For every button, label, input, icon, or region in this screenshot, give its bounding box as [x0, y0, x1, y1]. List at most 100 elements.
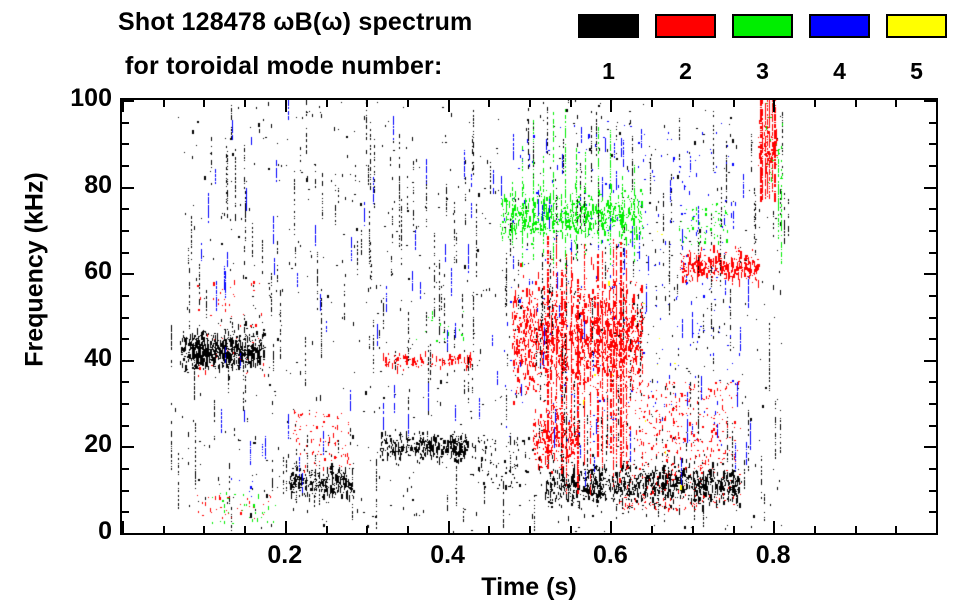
- axis-tick: [122, 187, 134, 189]
- axis-tick: [814, 100, 816, 107]
- axis-tick: [244, 100, 246, 107]
- axis-tick: [929, 122, 936, 124]
- axis-tick: [929, 317, 936, 319]
- axis-tick: [855, 526, 857, 533]
- axis-tick: [895, 526, 897, 533]
- axis-tick: [651, 526, 653, 533]
- y-tick-label-100: 100: [70, 84, 112, 112]
- axis-tick: [122, 403, 129, 405]
- axis-tick: [924, 446, 936, 448]
- legend-label-mode-5: 5: [910, 58, 923, 84]
- axis-tick: [610, 100, 612, 112]
- axis-tick: [407, 526, 409, 533]
- axis-tick: [122, 122, 129, 124]
- axis-tick: [929, 381, 936, 383]
- axis-tick: [122, 100, 124, 112]
- axis-tick: [692, 526, 694, 533]
- axis-tick: [929, 490, 936, 492]
- axis-tick: [929, 165, 936, 167]
- axis-tick: [163, 100, 165, 107]
- axis-tick: [651, 100, 653, 107]
- axis-tick: [692, 100, 694, 107]
- axis-tick: [488, 526, 490, 533]
- figure-title-line2: for toroidal mode number:: [125, 52, 443, 80]
- plot-area: [120, 98, 938, 535]
- axis-tick: [929, 208, 936, 210]
- axis-tick: [529, 100, 531, 107]
- x-tick-label-0.4: 0.4: [430, 541, 465, 569]
- axis-tick: [936, 100, 938, 112]
- x-axis-tick-labels: 0.2 0.4 0.6 0.8: [120, 541, 938, 577]
- axis-tick: [929, 338, 936, 340]
- axis-tick: [122, 295, 129, 297]
- axis-tick: [924, 273, 936, 275]
- axis-tick: [448, 521, 450, 533]
- axis-tick: [488, 100, 490, 107]
- legend-swatch-mode-1: [578, 14, 639, 38]
- axis-tick: [122, 425, 129, 427]
- axis-tick: [929, 403, 936, 405]
- axis-tick: [122, 511, 129, 513]
- axis-tick: [924, 100, 936, 102]
- axis-tick: [244, 526, 246, 533]
- axis-tick: [929, 230, 936, 232]
- y-tick-label-0: 0: [98, 517, 112, 545]
- axis-tick: [929, 252, 936, 254]
- axis-tick: [529, 526, 531, 533]
- legend-swatch-mode-2: [655, 14, 716, 38]
- axis-tick: [610, 521, 612, 533]
- y-tick-label-60: 60: [84, 257, 112, 286]
- spectrogram-canvas-wrapper: [122, 100, 936, 533]
- axis-tick: [122, 446, 134, 448]
- axis-tick: [122, 208, 129, 210]
- y-axis-tick-labels: 0 20 40 60 80 100: [0, 84, 112, 545]
- axis-tick: [929, 468, 936, 470]
- axis-tick: [122, 317, 129, 319]
- axis-tick: [929, 425, 936, 427]
- axis-tick: [895, 100, 897, 107]
- legend-label-mode-2: 2: [679, 58, 692, 84]
- y-axis-title: Frequency (kHz): [20, 172, 49, 367]
- axis-tick: [773, 521, 775, 533]
- axis-tick: [285, 521, 287, 533]
- axis-tick: [122, 468, 129, 470]
- axis-tick: [929, 511, 936, 513]
- y-tick-label-20: 20: [84, 430, 112, 459]
- y-tick-label-40: 40: [84, 343, 112, 372]
- spectrogram-canvas: [122, 100, 936, 533]
- legend-label-mode-1: 1: [602, 58, 615, 84]
- axis-tick: [855, 100, 857, 107]
- x-tick-label-0.8: 0.8: [755, 541, 791, 569]
- axis-tick: [122, 490, 129, 492]
- axis-tick: [929, 143, 936, 145]
- legend-label-mode-3: 3: [756, 58, 769, 84]
- axis-tick: [163, 526, 165, 533]
- axis-tick: [407, 100, 409, 107]
- axis-tick: [924, 187, 936, 189]
- axis-tick: [122, 100, 134, 102]
- axis-tick: [203, 526, 205, 533]
- x-axis-title: Time (s): [481, 573, 577, 601]
- axis-tick: [448, 100, 450, 112]
- y-tick-label-80: 80: [84, 170, 112, 199]
- axis-tick: [122, 143, 129, 145]
- legend: 1 2 3 4 5: [578, 14, 958, 88]
- axis-tick: [366, 100, 368, 107]
- axis-tick: [570, 100, 572, 107]
- axis-tick: [733, 100, 735, 107]
- axis-tick: [122, 252, 129, 254]
- axis-tick: [203, 100, 205, 107]
- axis-tick: [122, 521, 124, 533]
- x-tick-label-0.6: 0.6: [593, 541, 628, 569]
- axis-tick: [924, 533, 936, 535]
- axis-tick: [929, 295, 936, 297]
- legend-swatch-mode-5: [886, 14, 947, 38]
- axis-tick: [122, 165, 129, 167]
- axis-tick: [285, 100, 287, 112]
- axis-tick: [122, 338, 129, 340]
- axis-tick: [366, 526, 368, 533]
- axis-tick: [814, 526, 816, 533]
- axis-tick: [122, 533, 134, 535]
- axis-tick: [326, 526, 328, 533]
